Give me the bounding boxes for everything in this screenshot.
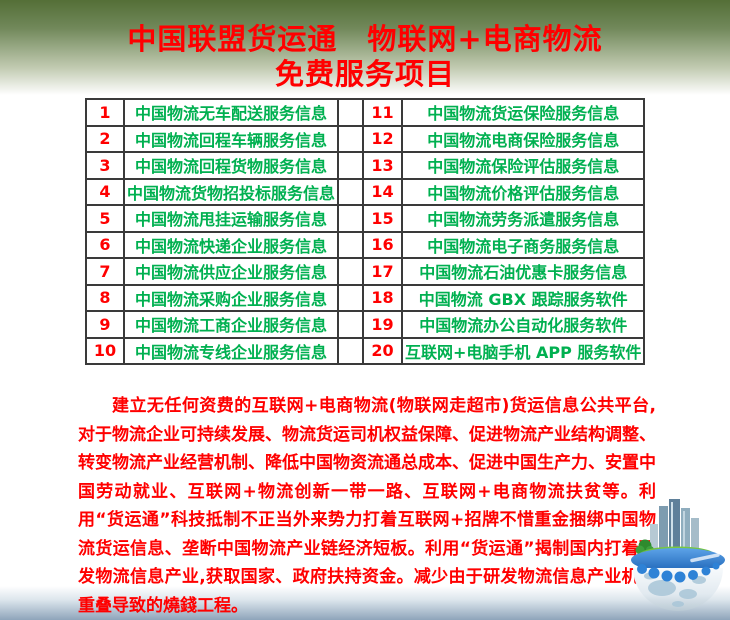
- item-number: 2: [85, 124, 125, 153]
- item-number: 7: [85, 257, 125, 286]
- globe-city-illustration: [631, 499, 725, 611]
- water-drips: [637, 562, 720, 583]
- city-buildings-icon: [650, 499, 699, 556]
- column-gap: [337, 230, 365, 259]
- services-table: 1 中国物流无车配送服务信息 11 中国物流货运保险服务信息 2 中国物流回程车辆服务信息…: [85, 98, 646, 365]
- table-row: 1 中国物流无车配送服务信息 11 中国物流货运保险服务信息: [85, 98, 646, 127]
- globe-water-rim: [631, 548, 725, 572]
- item-label: 中国物流回程货物服务信息: [122, 151, 340, 180]
- column-gap: [337, 336, 365, 365]
- item-number: 3: [85, 151, 125, 180]
- column-gap: [337, 310, 365, 339]
- column-gap: [337, 177, 365, 206]
- item-number: 19: [362, 310, 404, 339]
- page-title-line1: 中国联盟货运通 物联网+电商物流: [127, 22, 603, 56]
- item-number: 10: [85, 336, 125, 365]
- table-row: 10 中国物流专线企业服务信息 20 互联网+电脑手机 APP 服务软件: [85, 336, 646, 365]
- table-row: 3 中国物流回程货物服务信息 13 中国物流保险评估服务信息: [85, 151, 646, 180]
- item-label: 中国物流 GBX 跟踪服务软件: [401, 283, 646, 312]
- item-label: 中国物流办公自动化服务软件: [401, 310, 646, 339]
- column-gap: [337, 257, 365, 286]
- item-number: 4: [85, 177, 125, 206]
- item-number: 14: [362, 177, 404, 206]
- item-number: 1: [85, 98, 125, 127]
- item-label: 中国物流采购企业服务信息: [122, 283, 340, 312]
- description-paragraph: 建立无任何资费的互联网+电商物流(物联网走超市)货运信息公共平台,对于物流企业可…: [78, 396, 656, 616]
- item-label: 中国物流保险评估服务信息: [401, 151, 646, 180]
- item-number: 9: [85, 310, 125, 339]
- item-number: 12: [362, 124, 404, 153]
- item-number: 5: [85, 204, 125, 233]
- table-row: 6 中国物流快递企业服务信息 16 中国物流电子商务服务信息: [85, 230, 646, 259]
- item-label: 中国物流工商企业服务信息: [122, 310, 340, 339]
- rim-highlight: [690, 553, 720, 563]
- column-gap: [337, 124, 365, 153]
- item-number: 11: [362, 98, 404, 127]
- page-title: 中国联盟货运通 物联网+电商物流 免费服务项目: [0, 22, 730, 92]
- item-label: 中国物流货运保险服务信息: [401, 98, 646, 127]
- item-label: 中国物流甩挂运输服务信息: [122, 204, 340, 233]
- table-row: 7 中国物流供应企业服务信息 17 中国物流石油优惠卡服务信息: [85, 257, 646, 286]
- item-label: 中国物流专线企业服务信息: [122, 336, 340, 365]
- item-number: 17: [362, 257, 404, 286]
- item-label: 中国物流劳务派遣服务信息: [401, 204, 646, 233]
- table-row: 2 中国物流回程车辆服务信息 12 中国物流电商保险服务信息: [85, 124, 646, 153]
- item-label: 中国物流价格评估服务信息: [401, 177, 646, 206]
- item-label: 中国物流快递企业服务信息: [122, 230, 340, 259]
- item-number: 16: [362, 230, 404, 259]
- column-gap: [337, 151, 365, 180]
- table-row: 9 中国物流工商企业服务信息 19 中国物流办公自动化服务软件: [85, 310, 646, 339]
- table-row: 8 中国物流采购企业服务信息 18 中国物流 GBX 跟踪服务软件: [85, 283, 646, 312]
- item-label: 中国物流货物招投标服务信息: [122, 177, 340, 206]
- item-label: 中国物流电商保险服务信息: [401, 124, 646, 153]
- table-row: 5 中国物流甩挂运输服务信息 15 中国物流劳务派遣服务信息: [85, 204, 646, 233]
- column-gap: [337, 283, 365, 312]
- page-title-line2: 免费服务项目: [274, 57, 455, 91]
- item-label: 互联网+电脑手机 APP 服务软件: [401, 336, 646, 365]
- column-gap: [337, 98, 365, 127]
- item-label: 中国物流石油优惠卡服务信息: [401, 257, 646, 286]
- column-gap: [337, 204, 365, 233]
- item-label: 中国物流电子商务服务信息: [401, 230, 646, 259]
- table-row: 4 中国物流货物招投标服务信息 14 中国物流价格评估服务信息: [85, 177, 646, 206]
- item-number: 6: [85, 230, 125, 259]
- item-label: 中国物流无车配送服务信息: [122, 98, 340, 127]
- item-number: 15: [362, 204, 404, 233]
- item-number: 18: [362, 283, 404, 312]
- item-label: 中国物流供应企业服务信息: [122, 257, 340, 286]
- item-label: 中国物流回程车辆服务信息: [122, 124, 340, 153]
- item-number: 20: [362, 336, 404, 365]
- item-number: 8: [85, 283, 125, 312]
- item-number: 13: [362, 151, 404, 180]
